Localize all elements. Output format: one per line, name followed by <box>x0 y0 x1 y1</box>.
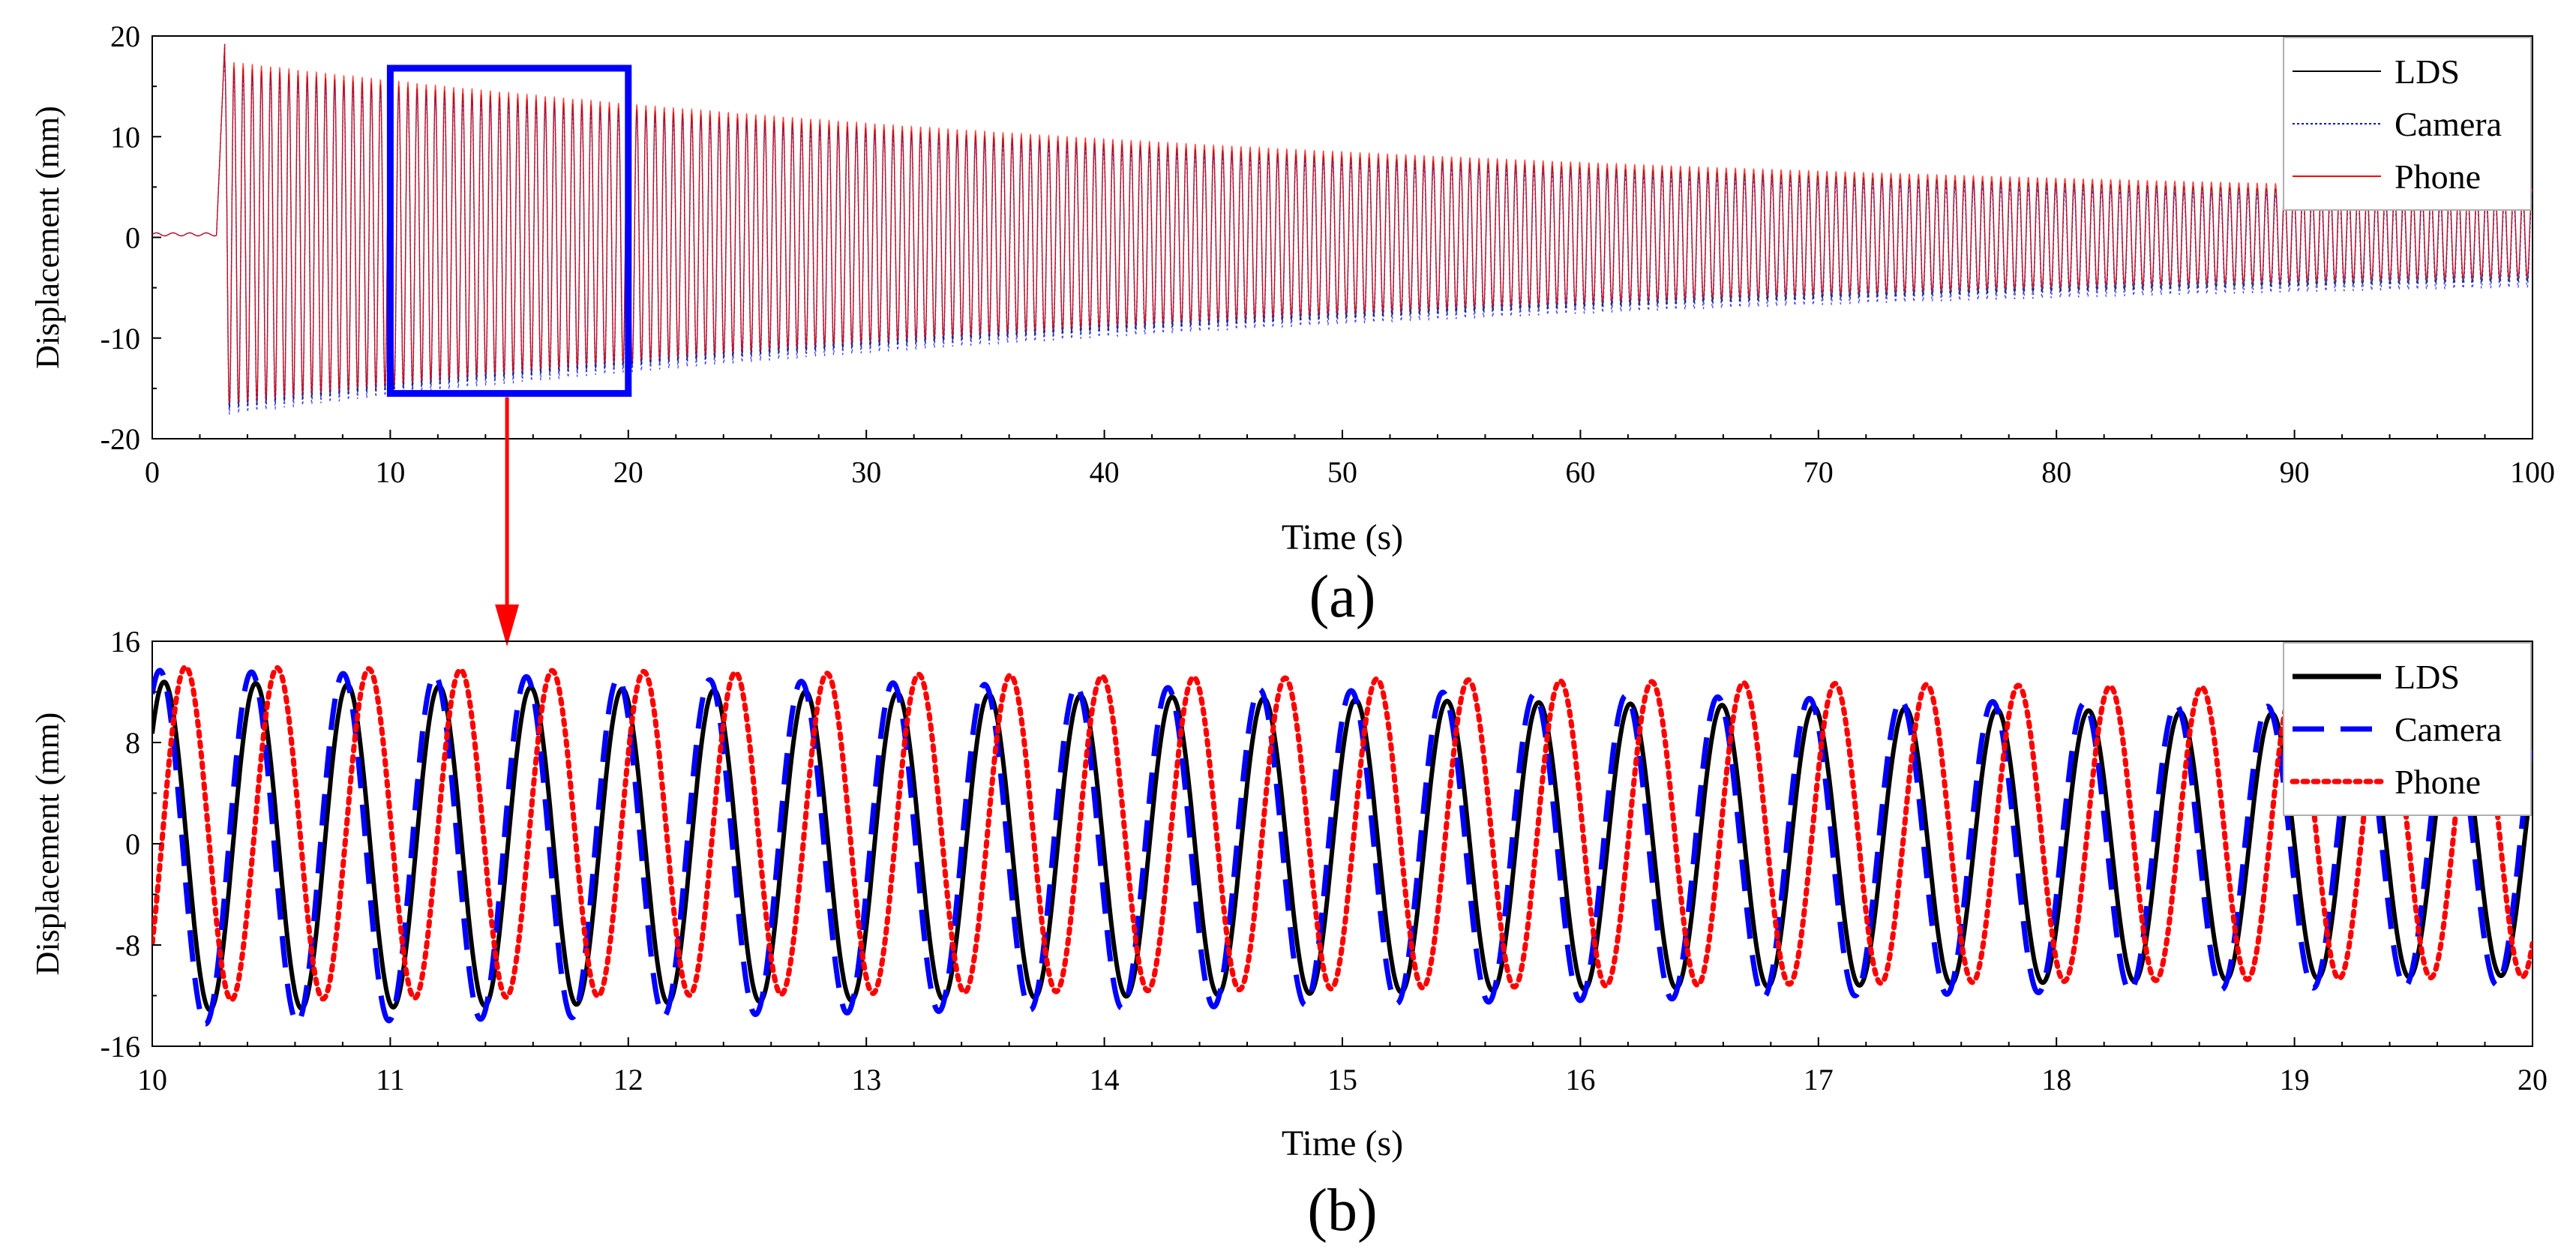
x-tick-label: 13 <box>851 1063 881 1096</box>
x-tick-label: 70 <box>1804 455 1834 489</box>
x-tick-label: 30 <box>851 455 881 489</box>
y-tick-label: -8 <box>115 928 140 962</box>
x-tick-label: 10 <box>375 455 405 489</box>
highlight-box <box>386 64 632 398</box>
x-tick-label: 60 <box>1565 455 1595 489</box>
y-tick-label: 0 <box>125 827 140 861</box>
x-tick-label: 0 <box>145 455 160 489</box>
x-tick-label: 90 <box>2280 455 2310 489</box>
legend-b: LDS Camera Phone <box>2283 642 2532 816</box>
y-tick-label: 20 <box>110 20 140 53</box>
y-axis-label-a: Displacement (mm) <box>29 106 66 369</box>
x-tick-label: 100 <box>2510 455 2555 489</box>
x-tick-label: 18 <box>2041 1063 2071 1096</box>
legend-label: LDS <box>2395 52 2460 91</box>
x-tick-label: 16 <box>1565 1063 1595 1096</box>
series-line-a <box>152 44 2533 404</box>
x-tick-label: 80 <box>2041 455 2071 489</box>
zoom-arrow <box>495 397 520 646</box>
y-tick-label: -16 <box>100 1030 140 1064</box>
legend-a: LDS Camera Phone <box>2283 37 2532 211</box>
y-tick-label: -10 <box>100 322 140 356</box>
x-tick-label: 20 <box>613 455 643 489</box>
x-tick-label: 10 <box>137 1063 167 1096</box>
series-line-b <box>152 664 2533 1003</box>
panel-label-b: (b) <box>1307 1178 1377 1244</box>
panel-b: 10 11 12 13 14 15 16 17 18 19 20 -16 -8 0 8 16 Displace… <box>29 625 2548 1244</box>
arrow-head <box>495 604 520 646</box>
x-tick-label: 12 <box>613 1063 643 1096</box>
panel-a: 0 10 20 30 40 50 60 70 80 90 100 -20 -10 0 10 20 Displa… <box>29 20 2555 646</box>
series-group-a <box>152 44 2533 416</box>
legend-label: Camera <box>2395 710 2502 748</box>
legend-box <box>2283 642 2532 816</box>
y-axis-label-b: Displacement (mm) <box>29 712 66 976</box>
x-tick-label: 19 <box>2280 1063 2310 1096</box>
x-tick-label: 20 <box>2518 1063 2548 1096</box>
y-tick-label: 8 <box>125 726 140 760</box>
x-tick-label: 14 <box>1090 1063 1120 1096</box>
axis-ticks-b: 10 11 12 13 14 15 16 17 18 19 20 -16 -8 0 8 16 <box>100 625 2548 1096</box>
legend-label: Phone <box>2395 158 2481 196</box>
axis-ticks-a: 0 10 20 30 40 50 60 70 80 90 100 -20 -10 0 10 20 <box>100 20 2555 489</box>
legend-label: LDS <box>2395 658 2460 696</box>
x-axis-label-b: Time (s) <box>1282 1124 1403 1163</box>
x-tick-label: 50 <box>1327 455 1357 489</box>
x-tick-label: 15 <box>1327 1063 1357 1096</box>
y-tick-label: 10 <box>110 120 140 154</box>
x-tick-label: 40 <box>1090 455 1120 489</box>
y-tick-label: 16 <box>110 625 140 658</box>
x-tick-label: 11 <box>376 1063 405 1096</box>
legend-label: Camera <box>2395 105 2502 143</box>
x-axis-label-a: Time (s) <box>1282 518 1403 557</box>
x-tick-label: 17 <box>1804 1063 1834 1096</box>
series-group-b <box>152 664 2533 1027</box>
legend-label: Phone <box>2395 763 2481 801</box>
y-tick-label: -20 <box>100 422 140 456</box>
y-tick-label: 0 <box>125 221 140 255</box>
panel-label-a: (a) <box>1309 564 1376 630</box>
series-line-b <box>152 668 2533 1027</box>
